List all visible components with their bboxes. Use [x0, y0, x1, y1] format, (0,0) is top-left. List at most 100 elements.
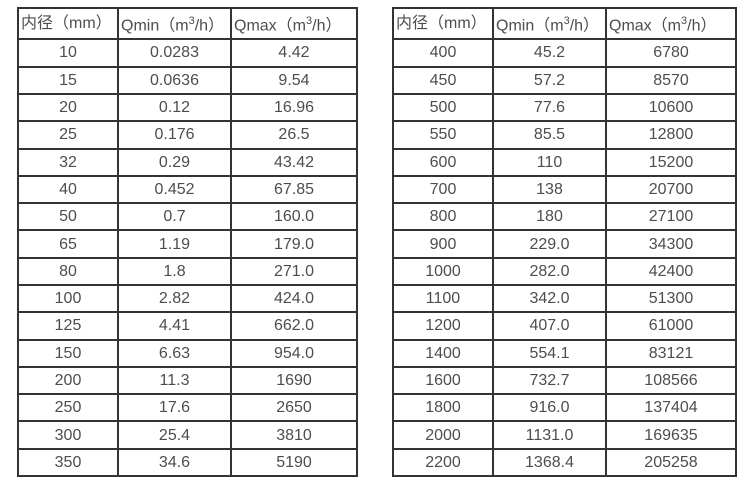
table-row: 1200 407.0 61000	[392, 311, 737, 341]
table-row: 450 57.2 8570	[392, 65, 737, 95]
table-cell: 342.0	[492, 283, 607, 314]
table-cell: 700	[392, 174, 494, 205]
table-row: 350 34.6 5190	[17, 447, 358, 478]
table-cell: 554.1	[492, 338, 607, 368]
table-row: 40 0.452 67.85	[17, 174, 358, 205]
table-cell: 200	[17, 365, 119, 396]
header-row: 内径（mm） Qmin（m3/h） Qmax（m3/h）	[392, 6, 737, 41]
table-row: 250 17.6 2650	[17, 393, 358, 423]
table-cell: 1400	[392, 338, 494, 368]
table-cell: 205258	[605, 447, 737, 478]
table-cell: 916.0	[492, 393, 607, 423]
table-row: 50 0.7 160.0	[17, 202, 358, 232]
table-cell: 0.0283	[117, 38, 232, 68]
table-cell: 9.54	[230, 65, 358, 95]
header-diameter: 内径（mm）	[392, 6, 494, 41]
table-cell: 6.63	[117, 338, 232, 368]
table-body: 10 0.0283 4.42 15 0.0636 9.54 20 0.12 16.96 25 0.1…	[17, 38, 358, 478]
table-cell: 16.96	[230, 92, 358, 123]
header-diameter: 内径（mm）	[17, 6, 119, 41]
table-cell: 1600	[392, 365, 494, 396]
table-row: 65 1.19 179.0	[17, 229, 358, 259]
table-cell: 50	[17, 202, 119, 232]
table-cell: 45.2	[492, 38, 607, 68]
table-cell: 4.42	[230, 38, 358, 68]
table-cell: 10600	[605, 92, 737, 123]
header-qmax: Qmax（m3/h）	[230, 6, 358, 41]
table-row: 300 25.4 3810	[17, 420, 358, 450]
table-cell: 34300	[605, 229, 737, 259]
table-cell: 8570	[605, 65, 737, 95]
table-row: 15 0.0636 9.54	[17, 65, 358, 95]
table-cell: 0.12	[117, 92, 232, 123]
table-row: 1400 554.1 83121	[392, 338, 737, 368]
table-body: 400 45.2 6780 450 57.2 8570 500 77.6 10600 550 85.…	[392, 38, 737, 478]
table-cell: 550	[392, 120, 494, 150]
table-row: 1800 916.0 137404	[392, 393, 737, 423]
table-cell: 500	[392, 92, 494, 123]
table-cell: 25.4	[117, 420, 232, 450]
table-cell: 179.0	[230, 229, 358, 259]
table-row: 1100 342.0 51300	[392, 283, 737, 314]
table-cell: 110	[492, 147, 607, 177]
header-qmin: Qmin（m3/h）	[117, 6, 232, 41]
table-cell: 271.0	[230, 256, 358, 287]
table-cell: 160.0	[230, 202, 358, 232]
table-cell: 4.41	[117, 311, 232, 341]
table-row: 25 0.176 26.5	[17, 120, 358, 150]
table-cell: 1690	[230, 365, 358, 396]
table-cell: 100	[17, 283, 119, 314]
table-cell: 108566	[605, 365, 737, 396]
table-cell: 2.82	[117, 283, 232, 314]
table-cell: 732.7	[492, 365, 607, 396]
table-row: 800 180 27100	[392, 202, 737, 232]
table-cell: 61000	[605, 311, 737, 341]
table-cell: 20	[17, 92, 119, 123]
table-row: 600 110 15200	[392, 147, 737, 177]
table-cell: 400	[392, 38, 494, 68]
table-row: 10 0.0283 4.42	[17, 38, 358, 68]
flow-spec-table-left: 内径（mm） Qmin（m3/h） Qmax（m3/h） 10 0.0283 4.4…	[17, 6, 358, 478]
table-cell: 0.176	[117, 120, 232, 150]
header-qmax: Qmax（m3/h）	[605, 6, 737, 41]
table-cell: 10	[17, 38, 119, 68]
table-cell: 450	[392, 65, 494, 95]
table-cell: 26.5	[230, 120, 358, 150]
table-cell: 20700	[605, 174, 737, 205]
table-cell: 138	[492, 174, 607, 205]
table-cell: 662.0	[230, 311, 358, 341]
table-cell: 0.452	[117, 174, 232, 205]
table-cell: 1.8	[117, 256, 232, 287]
table-cell: 0.0636	[117, 65, 232, 95]
table-cell: 2200	[392, 447, 494, 478]
table-cell: 80	[17, 256, 119, 287]
table-row: 80 1.8 271.0	[17, 256, 358, 287]
table-row: 125 4.41 662.0	[17, 311, 358, 341]
table-cell: 1368.4	[492, 447, 607, 478]
table-cell: 12800	[605, 120, 737, 150]
table-cell: 43.42	[230, 147, 358, 177]
table-cell: 1000	[392, 256, 494, 287]
table-cell: 51300	[605, 283, 737, 314]
table-cell: 1200	[392, 311, 494, 341]
table-cell: 1800	[392, 393, 494, 423]
table-cell: 32	[17, 147, 119, 177]
table-row: 20 0.12 16.96	[17, 92, 358, 123]
flow-spec-table-right: 内径（mm） Qmin（m3/h） Qmax（m3/h） 400 45.2 6780…	[392, 6, 737, 478]
table-row: 700 138 20700	[392, 174, 737, 205]
table-cell: 169635	[605, 420, 737, 450]
table-cell: 229.0	[492, 229, 607, 259]
table-cell: 57.2	[492, 65, 607, 95]
table-cell: 407.0	[492, 311, 607, 341]
table-cell: 424.0	[230, 283, 358, 314]
table-cell: 0.7	[117, 202, 232, 232]
table-cell: 1100	[392, 283, 494, 314]
table-cell: 25	[17, 120, 119, 150]
table-cell: 2000	[392, 420, 494, 450]
table-row: 500 77.6 10600	[392, 92, 737, 123]
table-cell: 27100	[605, 202, 737, 232]
table-cell: 3810	[230, 420, 358, 450]
table-cell: 1.19	[117, 229, 232, 259]
table-cell: 0.29	[117, 147, 232, 177]
table-cell: 83121	[605, 338, 737, 368]
